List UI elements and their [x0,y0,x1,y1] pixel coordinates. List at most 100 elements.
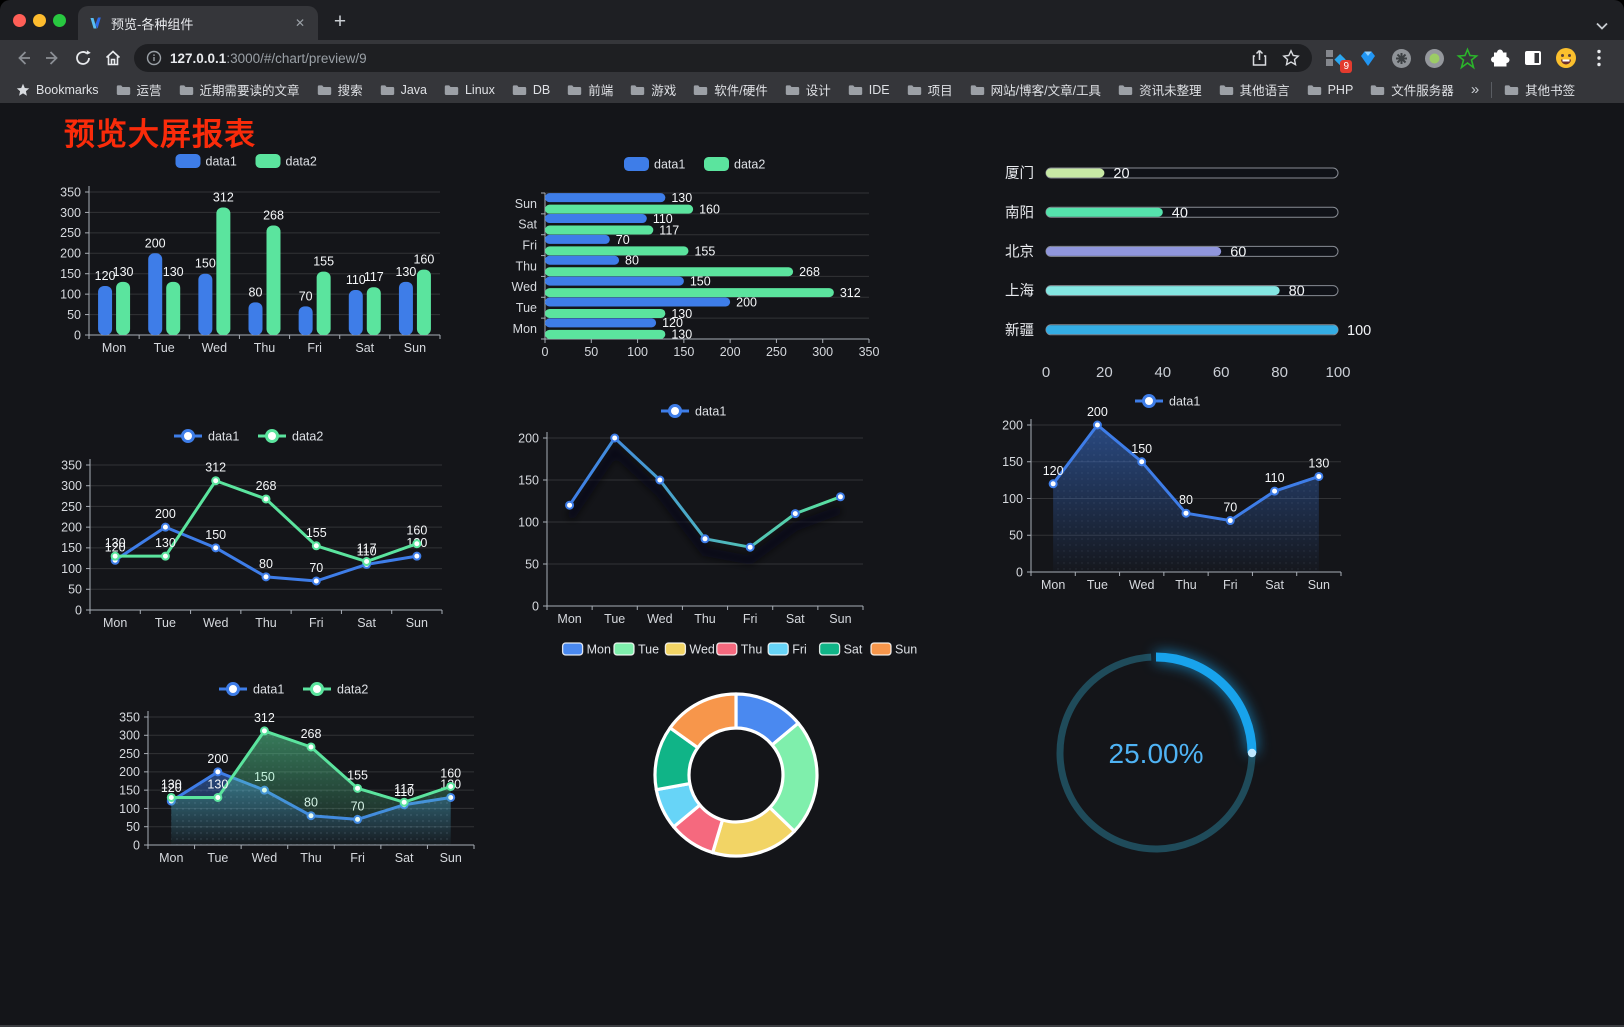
svg-text:40: 40 [1172,205,1188,221]
svg-text:268: 268 [256,479,277,493]
svg-text:data1: data1 [695,404,726,418]
horizontal-bar-chart[interactable]: 0 50 100 150 200 250 300 350 Mon Tue Wed Thu Fri Sat S… [505,151,887,369]
menu-icon[interactable] [1588,47,1610,69]
svg-text:200: 200 [155,507,176,521]
svg-text:Sat: Sat [357,616,376,630]
extension-circle-cross-icon[interactable] [1390,47,1412,69]
home-icon[interactable] [98,43,128,73]
svg-text:350: 350 [859,345,880,359]
bookmark-folder-item[interactable]: 资讯未整理 [1118,80,1202,99]
svg-text:200: 200 [720,345,741,359]
two-series-area-chart[interactable]: 0 50 100 150 200 250 300 350 Mon Tue Wed Thu Fri Sat S… [104,676,486,891]
svg-text:data2: data2 [337,682,368,696]
svg-text:100: 100 [119,802,140,816]
site-info-icon[interactable] [146,50,162,66]
forward-icon[interactable] [38,43,68,73]
window-minimize-button[interactable] [33,14,46,27]
bookmark-folder-item[interactable]: 文件服务器 [1370,80,1454,99]
folder-icon [1504,84,1519,95]
bookmark-folder-item[interactable]: IDE [848,83,890,97]
bookmark-folder-item[interactable]: Linux [444,83,495,97]
svg-text:Wed: Wed [252,851,278,865]
svg-text:100: 100 [61,562,82,576]
svg-text:80: 80 [1271,364,1288,381]
svg-text:120: 120 [1043,464,1064,478]
svg-text:Tue: Tue [638,642,659,656]
progress-bar-chart[interactable]: 厦门 20 南阳 40 北京 60 上海 80 新疆 100 0 20 40 60 80 100 [1000,155,1372,395]
reload-icon[interactable] [68,43,98,73]
svg-text:Fri: Fri [1223,578,1238,592]
extension-grid-icon[interactable]: 9 [1324,47,1352,73]
svg-text:Sun: Sun [1308,578,1330,592]
bookmark-folder-item[interactable]: 软件/硬件 [693,80,768,99]
bookmark-folder-item[interactable]: DB [512,83,550,97]
svg-text:130: 130 [671,307,692,321]
svg-text:Fri: Fri [309,616,324,630]
svg-text:110: 110 [357,544,377,558]
page-title: 预览大屏报表 [64,117,256,152]
svg-text:312: 312 [205,461,226,475]
extension-emoji-icon[interactable] [1555,47,1577,69]
svg-text:130: 130 [113,265,134,279]
svg-text:100: 100 [60,288,81,302]
extensions-puzzle-icon[interactable] [1489,47,1511,69]
svg-text:130: 130 [395,265,416,279]
svg-text:Sun: Sun [440,851,462,865]
address-bar[interactable]: 127.0.0.1:3000/#/chart/preview/9 [134,44,1312,72]
window-zoom-button[interactable] [53,14,66,27]
svg-text:Tue: Tue [155,616,176,630]
svg-text:40: 40 [1154,364,1171,381]
tab-close-icon[interactable]: ✕ [294,16,306,30]
svg-text:Fri: Fri [350,851,365,865]
window-controls [13,14,66,27]
svg-text:120: 120 [161,781,182,795]
svg-text:Mon: Mon [557,612,581,626]
bookmark-folder-item[interactable]: 设计 [785,80,831,99]
bookmarks-overflow-chevron[interactable]: » [1470,81,1480,98]
extension-star-icon[interactable] [1455,46,1479,70]
side-panel-icon[interactable] [1522,47,1544,69]
grouped-bar-chart[interactable]: 0 50 100 150 200 250 300 350 Mon Tue Wed Thu Fri Sat S… [45,148,450,363]
svg-text:120: 120 [95,269,116,283]
new-tab-button[interactable]: + [333,10,347,33]
bookmark-folder-item[interactable]: PHP [1307,83,1353,97]
window-close-button[interactable] [13,14,26,27]
bookmark-folder-item[interactable]: 前端 [567,80,613,99]
folder-icon [116,84,130,95]
bookmark-folder-item[interactable]: 运营 [116,80,162,99]
svg-text:Mon: Mon [103,616,127,630]
area-line-chart[interactable]: 0 50 100 150 200 Mon Tue Wed Thu Fri Sat Sun 120 200 1… [985,388,1353,600]
donut-chart[interactable]: Mon Tue Wed Thu Fri Sat Sun [558,635,920,880]
svg-text:Thu: Thu [515,259,537,273]
svg-text:60: 60 [1213,364,1230,381]
share-icon[interactable] [1251,49,1268,67]
multi-line-chart[interactable]: 0 50 100 150 200 250 300 350 Mon Tue Wed Thu Fri Sat S… [46,423,454,641]
bookmark-folder-item[interactable]: 近期需要读的文章 [179,80,300,99]
other-bookmarks-folder[interactable]: 其他书签 [1504,80,1575,99]
svg-text:Thu: Thu [254,341,276,355]
bookmark-folder-item[interactable]: 项目 [907,80,953,99]
svg-text:80: 80 [1179,493,1193,507]
bookmarks-manager-item[interactable]: Bookmarks [16,83,99,97]
bookmark-folder-item[interactable]: 网站/博客/文章/工具 [970,80,1101,99]
extension-gem-icon[interactable] [1357,47,1379,69]
bookmark-star-icon[interactable] [1282,49,1300,67]
svg-text:100: 100 [1002,492,1023,506]
svg-text:200: 200 [207,752,228,766]
svg-text:Mon: Mon [1041,578,1065,592]
extension-record-icon[interactable] [1423,47,1445,69]
svg-text:110: 110 [1265,471,1285,485]
tab-search-chevron-icon[interactable] [1596,22,1608,30]
svg-text:300: 300 [61,479,82,493]
browser-tab[interactable]: 预览-各种组件 ✕ [78,6,318,40]
bookmark-folder-item[interactable]: 搜索 [317,80,363,99]
gauge-chart[interactable]: 25.00% [1040,635,1275,875]
bookmark-folder-item[interactable]: 游戏 [630,80,676,99]
favicon [88,16,103,31]
svg-text:data1: data1 [206,154,237,168]
bookmark-folder-item[interactable]: Java [380,83,427,97]
gradient-line-chart[interactable]: 0 50 100 150 200 Mon Tue Wed Thu Fri Sat Sun data1 [505,398,885,630]
svg-text:70: 70 [309,561,323,575]
bookmark-folder-item[interactable]: 其他语言 [1219,80,1290,99]
back-icon[interactable] [8,43,38,73]
